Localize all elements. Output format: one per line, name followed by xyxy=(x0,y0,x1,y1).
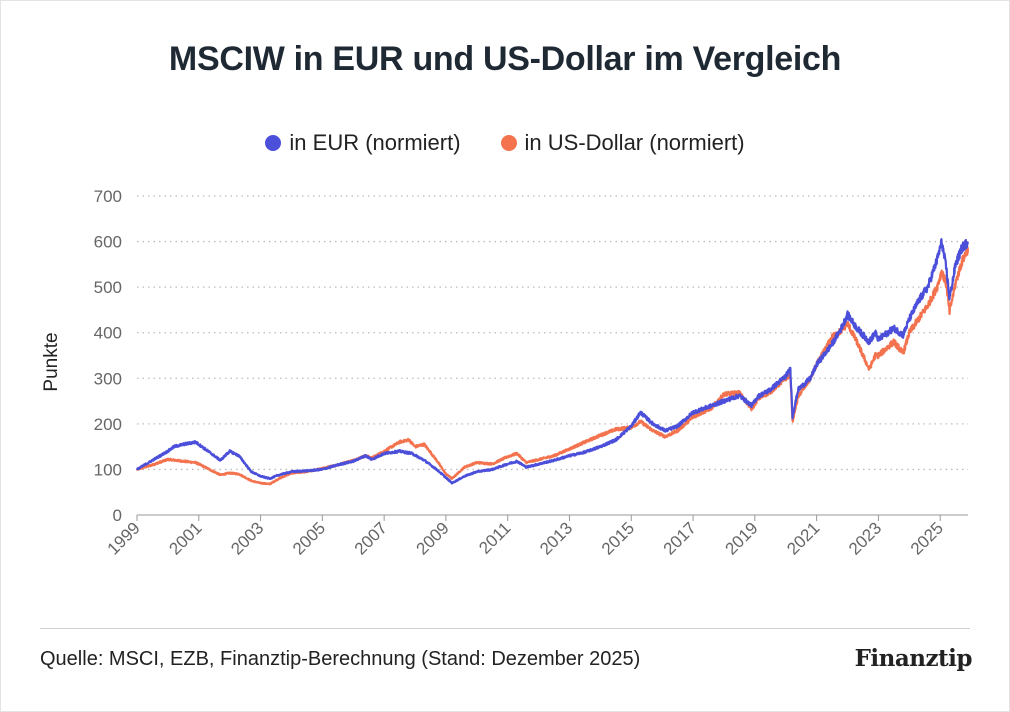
x-tick-label: 2011 xyxy=(475,518,514,557)
source-note: Quelle: MSCI, EZB, Finanztip-Berechnung … xyxy=(40,648,641,670)
grid-lines xyxy=(137,195,968,516)
y-tick-label: 400 xyxy=(94,324,122,343)
legend-label-eur: in EUR (normiert) xyxy=(289,130,461,155)
legend-marker-usd xyxy=(500,135,517,151)
x-tick-label: 2007 xyxy=(351,518,391,558)
y-tick-label: 100 xyxy=(94,460,122,479)
x-tick-label: 2015 xyxy=(598,518,638,558)
x-tick-label: 2021 xyxy=(783,518,823,558)
y-tick-label: 0 xyxy=(113,506,122,525)
legend-marker-eur xyxy=(265,135,282,151)
series-line-eur xyxy=(135,238,970,485)
x-tick-label: 2005 xyxy=(289,518,329,558)
footer-divider xyxy=(40,628,970,629)
y-axis-label: Punkte xyxy=(41,332,62,391)
x-tick-label: 2019 xyxy=(721,518,761,558)
legend-item-usd[interactable]: in US-Dollar (normiert) xyxy=(500,130,745,156)
x-axis-ticks: 1999 2001 2003 2005 2007 2009 2011 2013 2015 2017… xyxy=(104,515,947,559)
x-tick-label: 2003 xyxy=(227,518,267,558)
y-tick-label: 600 xyxy=(94,233,122,252)
series-lines xyxy=(135,238,970,486)
y-tick-label: 200 xyxy=(94,415,122,434)
x-tick-label: 2023 xyxy=(845,518,885,558)
x-tick-label: 2025 xyxy=(907,518,947,558)
legend-item-eur[interactable]: in EUR (normiert) xyxy=(265,130,461,156)
chart-title: MSCIW in EUR und US-Dollar im Vergleich xyxy=(168,40,842,78)
y-tick-label: 700 xyxy=(94,187,122,206)
legend-label-usd: in US-Dollar (normiert) xyxy=(524,130,745,155)
finanztip-logo: Finanztip xyxy=(854,645,973,672)
line-chart: 0 100 200 300 400 500 600 700 1999 2001 2003 2005 2… xyxy=(41,187,970,559)
x-tick-label: 2013 xyxy=(536,518,576,558)
x-tick-label: 2001 xyxy=(165,518,205,558)
y-axis-ticks: 0 100 200 300 400 500 600 700 xyxy=(94,187,122,525)
x-tick-label: 2017 xyxy=(660,518,700,558)
series-line-usd xyxy=(136,245,970,486)
x-tick-label: 2009 xyxy=(413,518,453,558)
y-tick-label: 300 xyxy=(94,369,122,388)
x-tick-label: 1999 xyxy=(104,518,144,558)
chart-legend: in EUR (normiert) in US-Dollar (normiert… xyxy=(0,130,1010,156)
y-tick-label: 500 xyxy=(94,278,122,297)
